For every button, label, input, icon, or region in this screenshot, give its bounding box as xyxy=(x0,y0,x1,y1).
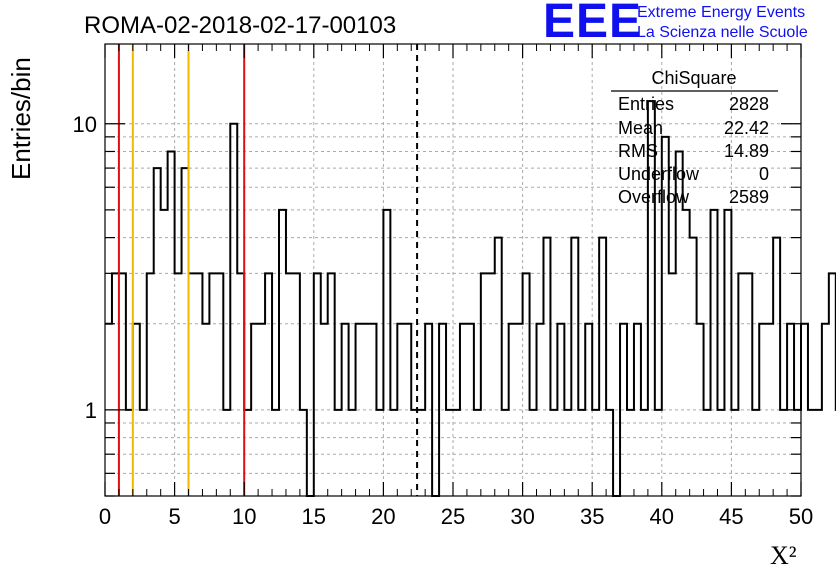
x-tick-label: 35 xyxy=(580,504,604,529)
x-tick-label: 40 xyxy=(650,504,674,529)
eee-logo-line2: La Scienza nelle Scuole xyxy=(637,24,808,41)
stats-label-mean: Mean xyxy=(618,118,663,138)
y-tick-label: 1 xyxy=(85,398,97,423)
stats-value-underflow: 0 xyxy=(759,164,769,184)
stats-label-underflow: Underflow xyxy=(618,164,700,184)
eee-logo-line1: Extreme Energy Events xyxy=(637,4,806,21)
histogram-layer xyxy=(105,100,836,497)
plot-frame xyxy=(104,43,802,497)
x-tick-label: 10 xyxy=(232,504,256,529)
x-tick-label: 25 xyxy=(441,504,465,529)
marker-layer xyxy=(117,44,419,496)
histogram-outline xyxy=(105,100,836,497)
stats-value-mean: 22.42 xyxy=(724,118,769,138)
stats-label-entries: Entries xyxy=(618,94,674,114)
y-tick-label: 10 xyxy=(73,112,97,137)
x-tick-label: 50 xyxy=(789,504,813,529)
stats-box: ChiSquare Entries 2828 Mean 22.42 RMS 14… xyxy=(611,68,778,207)
eee-logo-mark: EEE xyxy=(543,0,643,48)
stats-label-overflow: Overflow xyxy=(618,187,690,207)
x-tick-label: 15 xyxy=(302,504,326,529)
eee-logo: EEE Extreme Energy Events La Scienza nel… xyxy=(543,0,833,48)
stats-value-rms: 14.89 xyxy=(724,141,769,161)
x-axis-label: X² xyxy=(770,541,797,570)
y-axis-label: Entries/bin xyxy=(6,57,36,180)
stats-value-entries: 2828 xyxy=(729,94,769,114)
x-tick-label: 0 xyxy=(99,504,111,529)
x-tick-label: 5 xyxy=(168,504,180,529)
run-title: ROMA-02-2018-02-17-00103 xyxy=(84,12,396,39)
x-tick-label: 20 xyxy=(371,504,395,529)
stats-value-overflow: 2589 xyxy=(729,187,769,207)
x-tick-label: 30 xyxy=(510,504,534,529)
stats-label-rms: RMS xyxy=(618,141,658,161)
stats-box-title: ChiSquare xyxy=(651,68,736,88)
x-tick-label: 45 xyxy=(719,504,743,529)
grid-layer xyxy=(105,44,801,497)
